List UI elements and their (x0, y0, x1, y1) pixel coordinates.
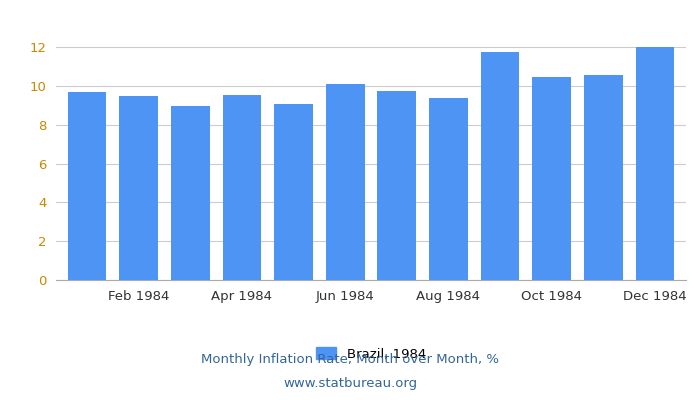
Text: Monthly Inflation Rate, Month over Month, %: Monthly Inflation Rate, Month over Month… (201, 354, 499, 366)
Bar (377, 91, 416, 280)
Bar (326, 84, 365, 280)
Bar (68, 92, 106, 280)
Bar (274, 104, 313, 280)
Bar (171, 106, 209, 280)
Bar (119, 96, 158, 280)
Bar (584, 76, 623, 280)
Legend: Brazil, 1984: Brazil, 1984 (311, 342, 431, 366)
Bar (429, 98, 468, 280)
Bar (636, 47, 674, 280)
Text: www.statbureau.org: www.statbureau.org (283, 378, 417, 390)
Bar (533, 78, 571, 280)
Bar (223, 95, 261, 280)
Bar (481, 52, 519, 280)
